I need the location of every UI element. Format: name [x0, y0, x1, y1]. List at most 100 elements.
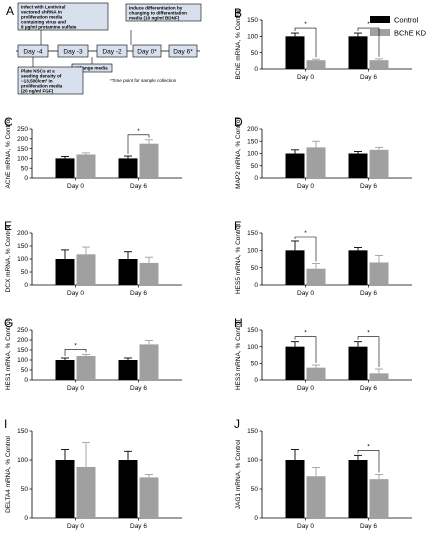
- plate-line-5: (20 ng/ml FGF): [21, 89, 54, 94]
- y-tick-label-b-1: 50: [251, 50, 259, 57]
- y-tick-label-i-1: 50: [21, 486, 29, 493]
- y-tick-label-d-4: 200: [247, 126, 258, 133]
- sig-star-g-0: *: [74, 342, 77, 349]
- bar-h-0-control: [285, 346, 305, 380]
- y-tick-label-g-0: 0: [24, 377, 28, 384]
- y-axis-title-d: MAP2 mRNA, % Control: [235, 118, 242, 189]
- y-tick-label-d-0: 0: [254, 175, 258, 182]
- y-tick-label-b-2: 100: [247, 34, 258, 41]
- x-tick-label-d-1: Day 6: [360, 183, 377, 190]
- bar-f-1-control: [348, 250, 368, 285]
- legend-label-control: Control: [394, 16, 419, 25]
- y-axis-title-j: JAG1 mRNA, % Control: [235, 439, 242, 509]
- sig-bracket-f-0: [294, 236, 317, 262]
- day-box-3: Day -2: [96, 44, 128, 58]
- bar-d-1-bche-kd: [369, 149, 389, 178]
- x-tick-label-b-0: Day 0: [297, 74, 314, 81]
- day-box-4: Day 0*: [132, 44, 162, 58]
- y-tick-label-g-5: 250: [17, 327, 28, 334]
- y-tick-label-f-1: 50: [251, 265, 259, 272]
- y-axis-title-b: BChE mRNA, % Control: [235, 9, 242, 80]
- plate-box: Plate NSCs at a seeding density of ~13,5…: [17, 66, 84, 95]
- day-label-5: Day 6*: [173, 49, 193, 56]
- plate-line-4: proliferation media: [21, 84, 63, 89]
- panel-letter-j: J: [234, 417, 240, 431]
- bar-g-0-control: [55, 360, 75, 380]
- sig-bracket-c-0: [127, 134, 150, 155]
- bar-c-1-control: [118, 158, 138, 178]
- y-axis-title-i: DELTA4 mRNA, % Control: [5, 436, 12, 513]
- bar-e-0-control: [55, 259, 75, 285]
- y-tick-label-c-5: 250: [17, 126, 28, 133]
- induce-line-1: Induce differentiation by: [129, 6, 183, 11]
- bar-f-1-bche-kd: [369, 262, 389, 285]
- timepoint-footnote: *Time point for sample collection: [110, 78, 177, 83]
- bar-j-1-bche-kd: [369, 479, 389, 518]
- bar-i-1-bche-kd: [139, 477, 159, 518]
- y-tick-label-g-1: 50: [21, 367, 29, 374]
- y-tick-label-b-3: 150: [247, 17, 258, 24]
- y-tick-label-e-3: 150: [17, 243, 28, 250]
- sig-bracket-h-1: [357, 336, 380, 367]
- chart-panel-d: D 0 50 100 150 200 MAP2 mRNA, % Control Day 0 Da…: [234, 115, 412, 190]
- infect-line-1: Infect with Lentiviral: [21, 5, 65, 10]
- chart-panel-h: H 0 50 100 150 HES3 mRNA, % Control Day 0 Day 6…: [234, 316, 412, 392]
- chart-panel-b: B 0 50 100 150 BChE mRNA, % Control Day 0 Day 6…: [234, 6, 412, 81]
- bar-c-0-bche-kd: [76, 154, 96, 178]
- y-tick-label-h-0: 0: [254, 377, 258, 384]
- bar-e-0-bche-kd: [76, 254, 96, 285]
- x-tick-label-g-1: Day 6: [130, 385, 147, 392]
- sig-bracket-j-0: [357, 450, 380, 473]
- y-axis-title-c: AChE mRNA, % Control: [5, 118, 12, 189]
- panel-letter-i: I: [4, 417, 7, 431]
- y-tick-label-j-3: 150: [247, 428, 258, 435]
- x-tick-label-i-1: Day 6: [130, 523, 147, 530]
- x-tick-label-i-0: Day 0: [67, 523, 84, 530]
- y-axis-title-f: HES5 mRNA, % Control: [235, 223, 242, 294]
- y-tick-label-e-0: 0: [24, 282, 28, 289]
- bar-b-0-control: [285, 36, 305, 69]
- panel-letter-f: F: [234, 219, 241, 233]
- y-tick-label-j-1: 50: [251, 486, 259, 493]
- day-label-1: Day -4: [23, 49, 43, 56]
- bar-d-0-bche-kd: [306, 147, 326, 178]
- y-tick-label-i-3: 150: [17, 428, 28, 435]
- bar-j-1-control: [348, 460, 368, 518]
- y-tick-label-i-2: 100: [17, 457, 28, 464]
- plate-line-2: seeding density of: [21, 74, 62, 79]
- bar-d-1-control: [348, 153, 368, 178]
- x-tick-label-c-1: Day 6: [130, 183, 147, 190]
- infect-line-4: containing virus and: [21, 20, 66, 25]
- y-tick-label-c-1: 50: [21, 165, 29, 172]
- sig-star-b-1: *: [367, 21, 370, 28]
- x-tick-label-h-0: Day 0: [297, 385, 314, 392]
- y-tick-label-j-2: 100: [247, 457, 258, 464]
- bar-h-1-control: [348, 346, 368, 380]
- chart-panel-e: E 0 50 100 150 200 DCX mRNA, % Control Day 0 Day…: [4, 219, 182, 297]
- legend-swatch-bche-kd: [370, 29, 390, 36]
- bar-j-0-bche-kd: [306, 476, 326, 518]
- y-tick-label-e-4: 200: [17, 230, 28, 237]
- chart-panel-j: J 0 50 100 150 JAG1 mRNA, % Control Day 0 Day 6…: [234, 417, 412, 530]
- induce-line-3: media (10 ng/ml BDNF): [129, 16, 180, 21]
- panel-letter-d: D: [234, 115, 243, 129]
- sig-bracket-h-0: [294, 336, 317, 363]
- y-tick-label-h-3: 150: [247, 327, 258, 334]
- chart-panel-i: I 0 50 100 150 DELTA4 mRNA, % Control Day 0 Day…: [4, 417, 182, 530]
- y-tick-label-d-3: 150: [247, 138, 258, 145]
- sig-star-j-0: *: [367, 443, 370, 450]
- x-tick-label-f-1: Day 6: [360, 290, 377, 297]
- day-box-5: Day 6*: [168, 44, 198, 58]
- y-tick-label-c-3: 150: [17, 146, 28, 153]
- legend-swatch-control: [370, 16, 390, 23]
- sig-star-h-0: *: [304, 330, 307, 337]
- day-label-4: Day 0*: [137, 49, 157, 56]
- bar-b-1-bche-kd: [369, 60, 389, 69]
- sig-star-f-0: *: [304, 230, 307, 237]
- change-line-1: Change media: [76, 66, 108, 71]
- legend-label-bche-kd: BChE KD: [394, 29, 427, 38]
- bar-g-0-bche-kd: [76, 356, 96, 380]
- y-tick-label-d-1: 50: [251, 163, 259, 170]
- bar-c-1-bche-kd: [139, 143, 159, 178]
- x-tick-label-e-0: Day 0: [67, 290, 84, 297]
